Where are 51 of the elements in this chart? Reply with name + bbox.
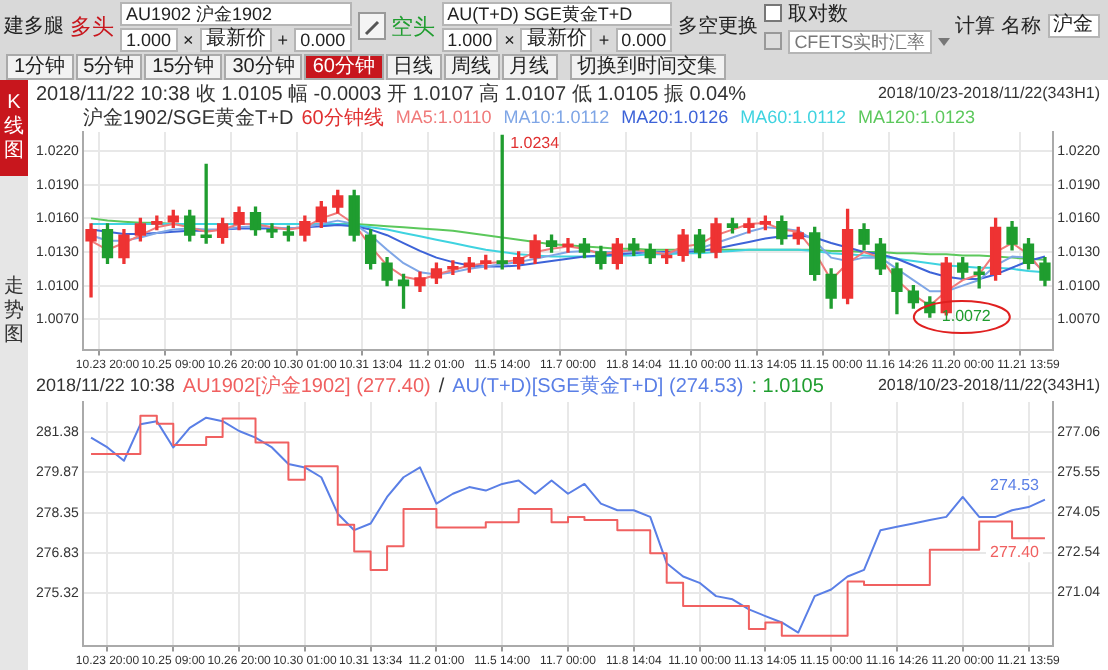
- text: 计算: [955, 13, 996, 40]
- text: 最新价: [199, 27, 272, 51]
- text: 多头: [70, 13, 114, 41]
- text: 15分钟: [144, 53, 223, 79]
- text: AU(T+D) SGE黄金T+D: [441, 1, 673, 25]
- text: 走势图: [4, 276, 24, 348]
- text: 月线: [501, 53, 557, 79]
- text: MA120:1.0123: [857, 106, 976, 127]
- text: MA20:1.0126: [621, 106, 729, 127]
- text: 多空更换: [678, 13, 759, 40]
- text: K线图: [4, 92, 24, 164]
- text: 1.000: [120, 27, 178, 51]
- text: /: [438, 375, 445, 398]
- text: +: [277, 29, 289, 49]
- text: 0.000: [294, 27, 352, 51]
- text: 1分钟: [6, 53, 74, 79]
- chart-subtitle: 60分钟线: [301, 105, 384, 130]
- text: CFETS实时汇率: [788, 29, 932, 53]
- data-label: 274.53: [990, 476, 1041, 495]
- text: +: [598, 29, 610, 49]
- text: 日线: [385, 53, 441, 79]
- chart-title: 沪金1902/SGE黄金T+D: [82, 105, 294, 130]
- text: 5分钟: [75, 53, 143, 79]
- text: 1.000: [441, 27, 499, 51]
- text: 建多腿: [4, 13, 64, 40]
- text: 切换到时间交集: [569, 53, 725, 79]
- text: 名称: [1001, 14, 1042, 40]
- text: 60分钟: [304, 53, 383, 79]
- annotation: 1.0234: [510, 133, 561, 152]
- text: 沪金: [1047, 14, 1100, 38]
- text: ×: [504, 29, 515, 49]
- text: 2018/10/23-2018/11/22(343H1): [877, 84, 1101, 103]
- text: MA60:1.0112: [740, 106, 846, 127]
- data-label: 277.40: [990, 542, 1041, 561]
- text: 2018/11/22 10:38: [36, 374, 175, 395]
- text: : 1.0105: [751, 375, 825, 398]
- text: MA5:1.0110: [395, 106, 492, 127]
- series-label: AU1902[沪金1902] (277.40): [182, 373, 431, 398]
- text: 0.000: [615, 27, 673, 51]
- text: 30分钟: [224, 53, 303, 79]
- text: 最新价: [520, 27, 593, 51]
- text: 2018/10/23-2018/11/22(343H1): [877, 376, 1101, 395]
- text: ×: [183, 29, 194, 49]
- text: 周线: [443, 53, 499, 79]
- text: AU(T+D)[SGE黄金T+D] (274.53): [452, 373, 744, 398]
- text: MA10:1.0112: [503, 106, 610, 127]
- text: 取对数: [788, 1, 849, 27]
- text: AU1902 沪金1902: [120, 1, 352, 25]
- text: 2018/11/22 10:38 收 1.0105 幅 -0.0003 开 1.0107 高 1.0107 低 1.0105 振 0.04%: [36, 81, 747, 106]
- text: 空头: [391, 13, 436, 41]
- annotation: 1.0072: [941, 307, 992, 326]
